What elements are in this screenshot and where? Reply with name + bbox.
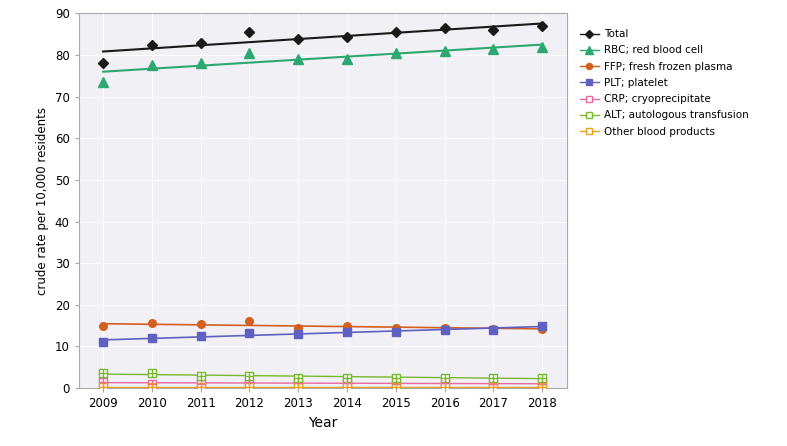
X-axis label: Year: Year [308, 416, 338, 429]
Legend: Total, RBC; red blood cell, FFP; fresh frozen plasma, PLT; platelet, CRP; cryopr: Total, RBC; red blood cell, FFP; fresh f… [577, 26, 752, 140]
Y-axis label: crude rate per 10,000 residents: crude rate per 10,000 residents [36, 107, 50, 295]
